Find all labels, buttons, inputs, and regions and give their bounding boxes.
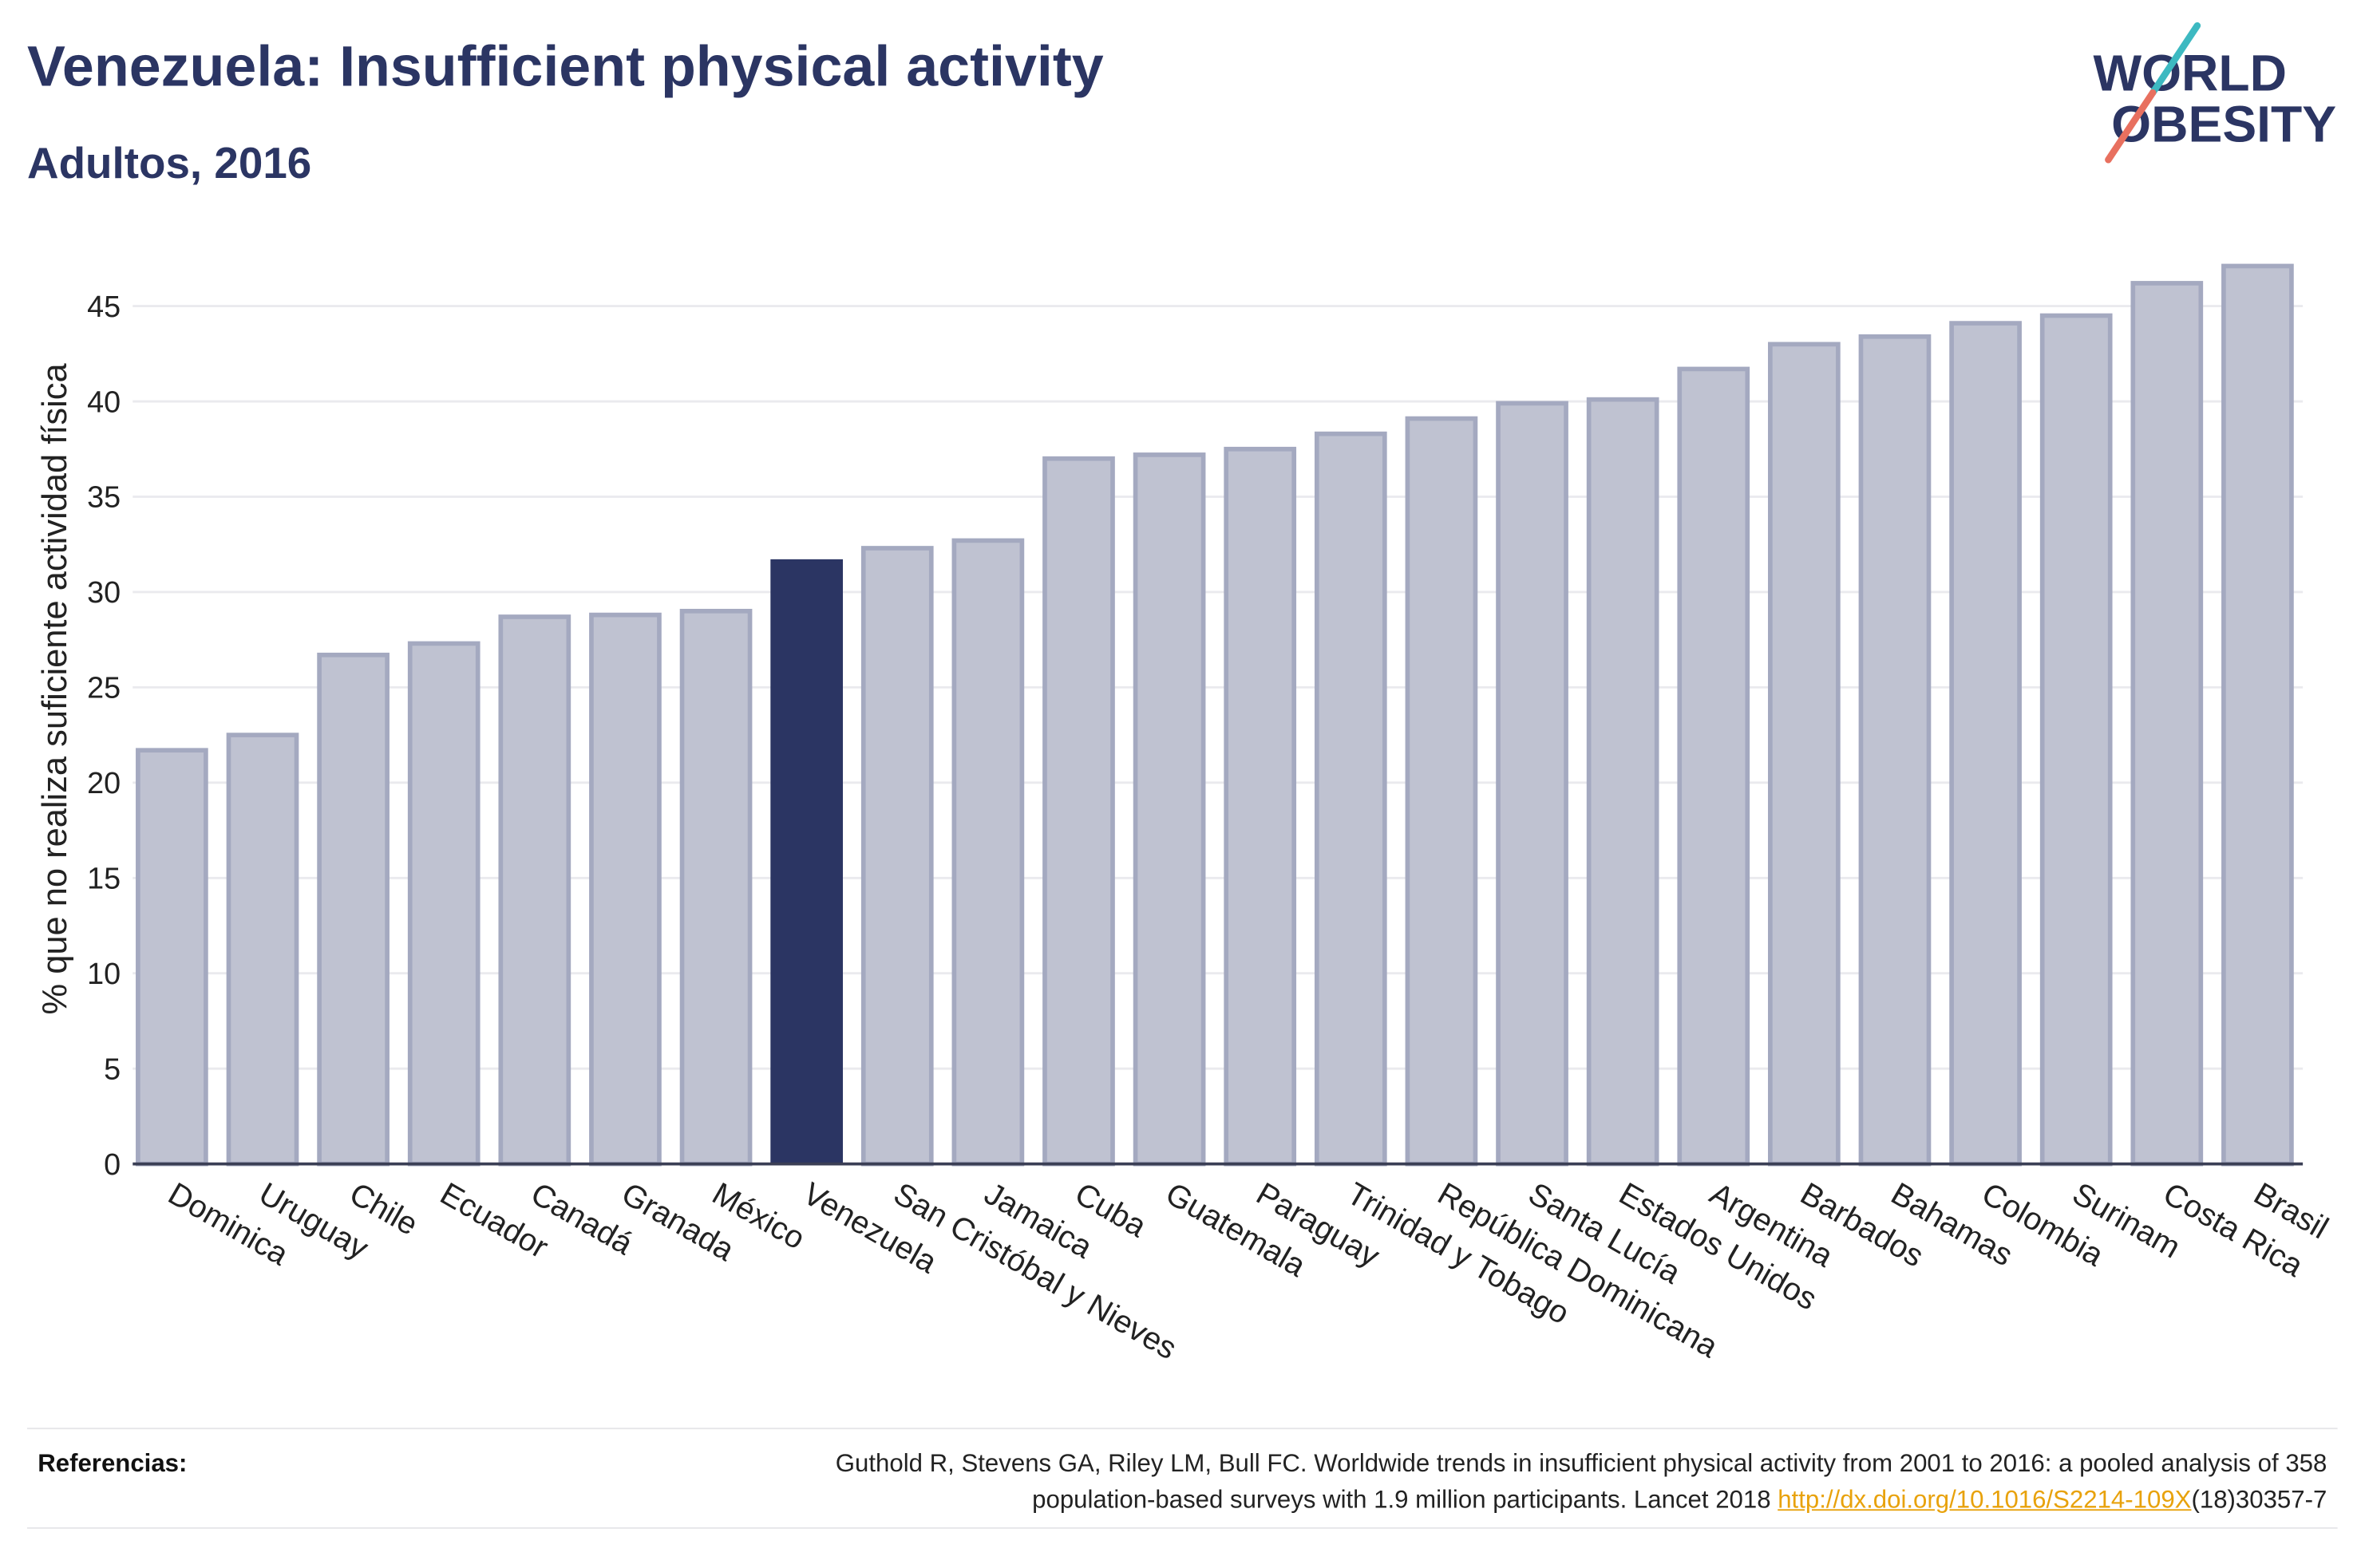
references-label: Referencias: xyxy=(38,1450,188,1478)
bar-costa-rica xyxy=(2130,281,2204,1167)
y-tick-label-45: 45 xyxy=(87,290,121,324)
bar-republica-dominicana xyxy=(1405,416,1478,1167)
bar-cuba xyxy=(1042,456,1115,1167)
references-citation: Guthold R, Stevens GA, Riley LM, Bull FC… xyxy=(836,1446,2327,1519)
bar-dominica xyxy=(136,748,208,1167)
bar-granada xyxy=(589,612,662,1167)
bar-canada xyxy=(498,614,571,1167)
y-tick-label-5: 5 xyxy=(104,1053,121,1086)
page-subtitle: Adultos, 2016 xyxy=(27,140,312,189)
bar-ecuador xyxy=(407,641,481,1167)
doi-link-suffix: (18)30357-7 xyxy=(2191,1486,2327,1514)
y-axis-title: % que no realiza suficiente actividad fí… xyxy=(36,363,74,1015)
y-tick-label-25: 25 xyxy=(87,672,121,705)
bar-colombia xyxy=(1949,321,2022,1167)
bar-paraguay xyxy=(1224,446,1297,1167)
gridlines xyxy=(132,305,2304,1070)
bar-trinidad-y-tobago xyxy=(1314,431,1387,1167)
bar-venezuela-highlighted xyxy=(770,559,844,1164)
doi-link[interactable]: http://dx.doi.org/10.1016/S2214-109X xyxy=(1778,1486,2192,1514)
y-tick-label-40: 40 xyxy=(87,385,121,419)
citation-line-1: Guthold R, Stevens GA, Riley LM, Bull FC… xyxy=(835,1450,2327,1478)
bars xyxy=(136,263,2294,1167)
y-tick-label-35: 35 xyxy=(87,481,121,515)
world-obesity-logo: WORLD OBESITY xyxy=(2093,22,2336,164)
y-tick-label-0: 0 xyxy=(104,1148,121,1182)
bar-uruguay xyxy=(226,733,299,1167)
bar-brasil xyxy=(2221,263,2294,1167)
citation-line-2-text: population-based surveys with 1.9 millio… xyxy=(1032,1486,1778,1514)
logo-word-obesity: OBESITY xyxy=(2111,96,2336,153)
logo-word-world: WORLD xyxy=(2093,44,2287,101)
y-axis-tick-labels: 0 5 10 15 20 25 30 35 40 45 xyxy=(87,290,121,1182)
logo-slash-bottom xyxy=(2105,89,2157,164)
bar-bahamas xyxy=(1858,334,1932,1167)
y-tick-label-30: 30 xyxy=(87,576,121,610)
y-tick-label-10: 10 xyxy=(87,958,121,991)
bar-chile xyxy=(317,652,390,1167)
y-tick-label-15: 15 xyxy=(87,862,121,895)
references-top-divider xyxy=(27,1428,2338,1430)
page-title: Venezuela: Insufficient physical activit… xyxy=(27,36,1104,100)
bar-surinam xyxy=(2039,313,2113,1167)
bar-san-cristobal-y-nieves xyxy=(860,546,934,1167)
references-bottom-divider xyxy=(27,1527,2338,1529)
bar-guatemala xyxy=(1133,452,1206,1167)
bar-argentina xyxy=(1677,366,1750,1167)
bar-mexico xyxy=(679,608,753,1167)
y-tick-label-20: 20 xyxy=(87,767,121,800)
bar-jamaica xyxy=(951,538,1025,1167)
bar-santa-lucia xyxy=(1496,401,1568,1167)
bar-estados-unidos xyxy=(1586,397,1659,1167)
citation-line-2: population-based surveys with 1.9 millio… xyxy=(836,1482,2327,1518)
bar-barbados xyxy=(1768,342,1841,1167)
logo-slash-top xyxy=(2149,22,2201,97)
